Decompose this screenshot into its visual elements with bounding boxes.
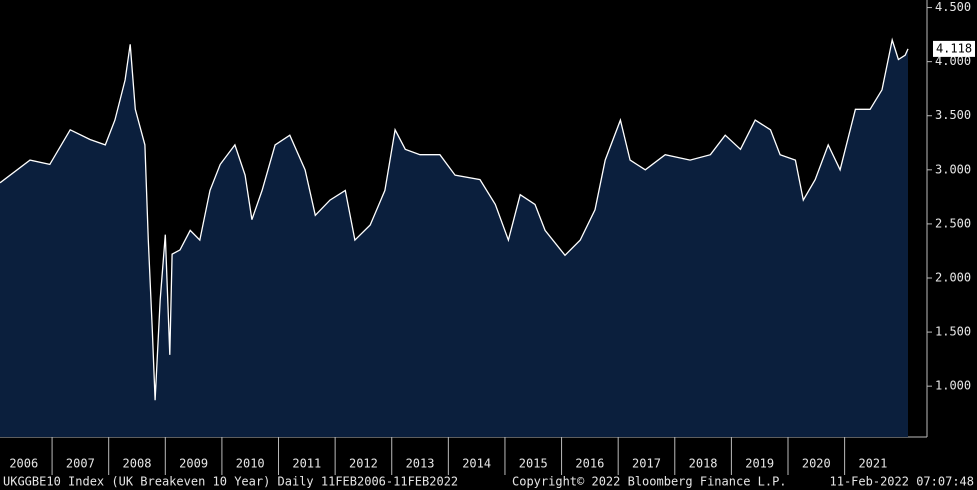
x-tick-label: 2011 xyxy=(292,457,321,471)
x-tick-label: 2015 xyxy=(519,457,548,471)
y-tick-label: 1.000 xyxy=(935,379,971,393)
x-tick-label: 2008 xyxy=(123,457,152,471)
y-tick-label: 4.500 xyxy=(935,0,971,14)
y-tick-label: 4.000 xyxy=(935,54,971,68)
copyright: Copyright© 2022 Bloomberg Finance L.P. xyxy=(512,475,787,489)
y-tick-label: 3.000 xyxy=(935,162,971,176)
x-tick-label: 2006 xyxy=(9,457,38,471)
x-tick-label: 2020 xyxy=(802,457,831,471)
y-tick-label: 3.500 xyxy=(935,108,971,122)
x-tick-label: 2010 xyxy=(236,457,265,471)
last-value-label: 4.118 xyxy=(936,41,972,55)
area xyxy=(0,40,908,437)
y-tick-label: 2.000 xyxy=(935,270,971,284)
timestamp: 11-Feb-2022 07:07:48 xyxy=(830,475,975,489)
x-tick-label: 2018 xyxy=(689,457,718,471)
y-tick-label: 1.500 xyxy=(935,325,971,339)
x-tick-label: 2017 xyxy=(632,457,661,471)
x-tick-label: 2016 xyxy=(575,457,604,471)
last-value-box xyxy=(933,40,975,57)
series-name: UKGGBE10 Index (UK Breakeven 10 Year) Da… xyxy=(3,475,458,489)
x-tick-label: 2019 xyxy=(745,457,774,471)
x-tick-label: 2012 xyxy=(349,457,378,471)
x-tick-label: 2007 xyxy=(66,457,95,471)
y-tick-label: 2.500 xyxy=(935,216,971,230)
x-tick-label: 2009 xyxy=(179,457,208,471)
x-tick-label: 2021 xyxy=(858,457,887,471)
line xyxy=(0,37,909,401)
x-tick-label: 2014 xyxy=(462,457,491,471)
x-tick-label: 2013 xyxy=(406,457,435,471)
